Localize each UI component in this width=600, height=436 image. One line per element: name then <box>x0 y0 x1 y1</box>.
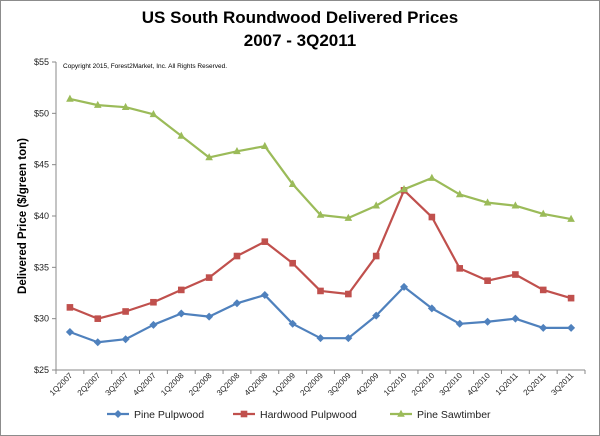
x-tick-label: 3Q2008 <box>215 371 242 398</box>
data-point <box>511 314 520 323</box>
x-tick-label: 2Q2007 <box>76 371 103 398</box>
data-point <box>66 304 74 311</box>
y-tick-label: $25 <box>34 365 49 375</box>
data-point <box>93 100 102 108</box>
data-point <box>288 179 297 187</box>
data-point <box>344 213 353 221</box>
x-tick-label: 1Q2010 <box>382 371 409 398</box>
x-tick-label: 4Q2008 <box>243 371 270 398</box>
data-point <box>149 320 158 329</box>
legend-label: Pine Sawtimber <box>417 409 491 421</box>
x-tick-label: 3Q2010 <box>438 371 465 398</box>
x-tick-label: 2Q2011 <box>522 371 548 397</box>
data-point <box>316 210 325 218</box>
data-point <box>539 209 548 217</box>
data-point <box>150 298 157 306</box>
data-point <box>345 290 352 298</box>
data-point <box>261 238 269 245</box>
data-point <box>455 190 464 198</box>
data-point <box>66 94 74 102</box>
x-tick-label: 1Q2007 <box>48 371 75 398</box>
chart-subtitle: 2007 - 3Q2011 <box>243 31 357 50</box>
y-tick-label: $55 <box>34 57 49 67</box>
x-tick-label: 4Q2010 <box>465 371 492 398</box>
data-point <box>205 274 213 281</box>
y-tick-label: $30 <box>34 314 49 324</box>
series-line <box>69 97 572 221</box>
legend-marker <box>240 410 248 418</box>
data-point <box>427 304 436 313</box>
data-point <box>539 286 547 294</box>
data-point <box>289 259 296 267</box>
data-point <box>122 308 129 315</box>
chart-title: US South Roundwood Delivered Prices <box>141 8 459 27</box>
data-point <box>372 311 381 320</box>
legend-marker <box>397 409 405 417</box>
data-point <box>539 323 548 332</box>
data-point <box>455 319 464 328</box>
data-point <box>233 147 241 155</box>
data-point <box>149 110 158 118</box>
data-point <box>121 335 130 344</box>
x-tick-label: 3Q2011 <box>549 371 575 397</box>
data-point <box>344 334 353 343</box>
data-point <box>483 317 492 326</box>
series-line <box>69 189 572 320</box>
data-point <box>317 287 324 295</box>
y-axis-label: Delivered Price ($/green ton) <box>17 138 29 294</box>
data-point <box>94 315 102 322</box>
data-point <box>232 299 241 308</box>
data-point <box>484 277 491 284</box>
data-point <box>177 131 186 139</box>
x-tick-label: 4Q2009 <box>354 371 381 398</box>
legend-label: Pine Pulpwood <box>134 409 204 421</box>
data-point <box>65 328 74 337</box>
copyright-note: Copyright 2015, Forest2Market, Inc. All … <box>63 63 227 70</box>
data-point <box>372 201 380 209</box>
series-line <box>69 285 572 344</box>
data-point <box>177 309 186 318</box>
data-point <box>177 286 185 294</box>
y-tick-label: $50 <box>34 108 49 118</box>
legend-label: Hardwood Pulpwood <box>260 409 357 421</box>
data-point <box>567 214 575 222</box>
data-point <box>400 185 408 193</box>
data-point <box>567 294 575 302</box>
data-point <box>261 141 269 149</box>
data-point <box>205 312 214 321</box>
data-point <box>400 282 409 291</box>
data-point <box>483 198 492 206</box>
x-tick-label: 1Q2009 <box>271 371 298 398</box>
data-point <box>233 252 241 260</box>
data-point <box>205 153 213 161</box>
data-point <box>372 252 380 260</box>
y-tick-label: $35 <box>34 262 49 272</box>
data-point <box>121 102 130 110</box>
legend-marker <box>114 410 122 418</box>
data-point <box>428 173 436 181</box>
data-point <box>260 291 269 300</box>
x-tick-label: 2Q2009 <box>298 371 325 398</box>
x-tick-label: 3Q2007 <box>104 371 131 398</box>
x-tick-label: 3Q2009 <box>326 371 353 398</box>
data-point <box>567 323 576 332</box>
x-tick-label: 1Q2008 <box>159 371 186 398</box>
data-point <box>511 201 520 209</box>
data-point <box>428 213 436 221</box>
data-point <box>316 334 325 343</box>
data-point <box>456 265 464 272</box>
data-point <box>512 271 519 278</box>
y-tick-label: $40 <box>34 211 49 221</box>
y-tick-label: $45 <box>34 160 49 170</box>
x-tick-label: 4Q2007 <box>131 371 158 398</box>
data-point <box>93 338 102 347</box>
data-point <box>288 319 297 328</box>
x-tick-label: 2Q2008 <box>187 371 214 398</box>
x-tick-label: 2Q2010 <box>410 371 437 398</box>
x-tick-label: 1Q2011 <box>494 371 520 397</box>
